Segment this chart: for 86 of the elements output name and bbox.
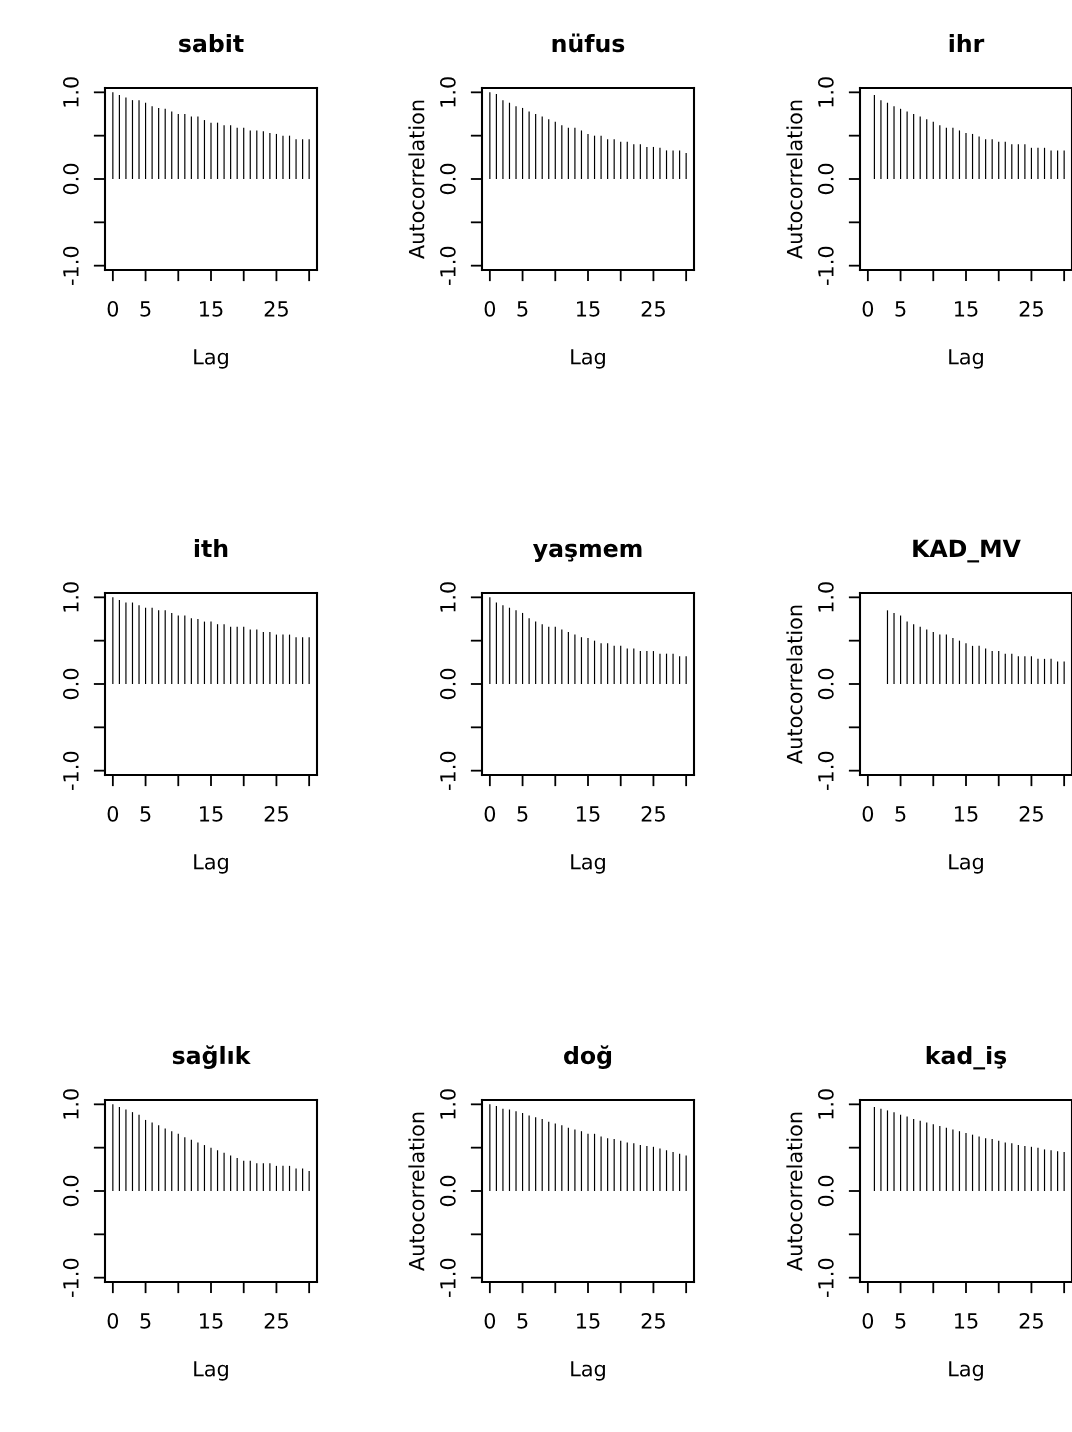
y-tick-label: -1.0	[62, 246, 79, 285]
y-tick-label: 0.0	[817, 1175, 834, 1207]
chart-title: doğ	[564, 1045, 612, 1069]
y-tick-label: 0.0	[62, 163, 79, 195]
x-axis-title: Lag	[949, 854, 983, 874]
y-tick-label: -1.0	[439, 1258, 456, 1297]
chart-title: KAD_MV	[913, 539, 1021, 563]
y-tick-label: -1.0	[817, 246, 834, 285]
x-tick-label: 25	[1019, 805, 1043, 822]
x-axis-title: Lag	[194, 1361, 228, 1381]
x-tick-label: 15	[955, 806, 978, 822]
y-tick-label: 0.0	[439, 163, 456, 195]
x-tick-label: 0	[862, 805, 874, 822]
y-axis-title: Autocorrelation	[786, 605, 803, 764]
y-tick-label: 0.0	[439, 1175, 456, 1207]
y-tick-label: 1.0	[62, 1089, 79, 1119]
y-tick-label: -1.0	[62, 751, 79, 790]
chart-title: yaşmem	[532, 543, 642, 562]
x-axis-title: Lag	[571, 1361, 605, 1381]
x-tick-label: 0	[484, 300, 496, 317]
x-tick-label: 5	[140, 301, 151, 317]
y-tick-label: 1.0	[439, 1089, 456, 1119]
x-tick-label: 5	[517, 301, 528, 317]
x-tick-label: 25	[264, 1312, 288, 1329]
y-tick-label: 0.0	[439, 668, 456, 700]
x-tick-label: 15	[955, 1313, 978, 1329]
y-tick-label: 1.0	[62, 77, 79, 107]
x-tick-label: 5	[140, 806, 151, 822]
x-tick-label: 0	[107, 300, 119, 317]
x-axis-title: Lag	[194, 854, 228, 874]
y-tick-label: 0.0	[817, 163, 834, 195]
chart-title: nüfus	[552, 33, 625, 53]
x-tick-label: 5	[517, 1313, 528, 1329]
x-tick-label: 0	[107, 805, 119, 822]
x-tick-label: 15	[200, 301, 223, 317]
chart-title: ihr	[949, 33, 985, 52]
y-tick-label: 1.0	[817, 582, 834, 612]
y-tick-label: -1.0	[817, 751, 834, 790]
y-tick-label: 0.0	[62, 1175, 79, 1207]
x-axis-title: Lag	[571, 854, 605, 874]
x-tick-label: 5	[895, 806, 906, 822]
x-tick-label: 15	[200, 806, 223, 822]
y-tick-label: -1.0	[62, 1258, 79, 1297]
y-axis-title: Autocorrelation	[786, 100, 803, 259]
y-axis-title: Autocorrelation	[786, 1112, 803, 1271]
y-tick-label: 1.0	[439, 582, 456, 612]
x-tick-label: 0	[484, 1312, 496, 1329]
x-tick-label: 0	[484, 805, 496, 822]
y-tick-label: 1.0	[817, 1089, 834, 1119]
x-tick-label: 5	[895, 1313, 906, 1329]
x-tick-label: 25	[641, 300, 665, 317]
y-tick-label: 1.0	[817, 77, 834, 107]
y-tick-label: -1.0	[439, 751, 456, 790]
x-axis-title: Lag	[194, 349, 228, 369]
x-tick-label: 25	[641, 1312, 665, 1329]
x-tick-label: 15	[200, 1313, 223, 1329]
chart-title: sabit	[179, 33, 244, 53]
x-tick-label: 5	[895, 301, 906, 317]
y-axis-title: Autocorrelation	[408, 100, 425, 259]
y-tick-label: 1.0	[439, 77, 456, 107]
x-tick-label: 0	[107, 1312, 119, 1329]
x-tick-label: 25	[264, 805, 288, 822]
x-axis-title: Lag	[949, 349, 983, 369]
y-axis-title: Autocorrelation	[408, 1112, 425, 1271]
x-tick-label: 25	[1019, 1312, 1043, 1329]
x-axis-title: Lag	[571, 349, 605, 369]
chart-title: sağlık	[172, 1045, 251, 1069]
y-tick-label: 0.0	[62, 668, 79, 700]
chart-title: kad_iş	[926, 1045, 1007, 1070]
x-tick-label: 0	[862, 1312, 874, 1329]
x-tick-label: 5	[140, 1313, 151, 1329]
y-tick-label: 0.0	[817, 668, 834, 700]
x-tick-label: 15	[577, 1313, 600, 1329]
x-tick-label: 0	[862, 300, 874, 317]
x-tick-label: 15	[577, 301, 600, 317]
x-tick-label: 25	[264, 300, 288, 317]
y-tick-label: -1.0	[817, 1258, 834, 1297]
y-tick-label: -1.0	[439, 246, 456, 285]
x-tick-label: 5	[517, 806, 528, 822]
x-tick-label: 25	[1019, 300, 1043, 317]
x-axis-title: Lag	[949, 1361, 983, 1381]
x-tick-label: 25	[641, 805, 665, 822]
x-tick-label: 15	[955, 301, 978, 317]
x-tick-label: 15	[577, 806, 600, 822]
y-tick-label: 1.0	[62, 582, 79, 612]
chart-title: ith	[194, 538, 228, 557]
